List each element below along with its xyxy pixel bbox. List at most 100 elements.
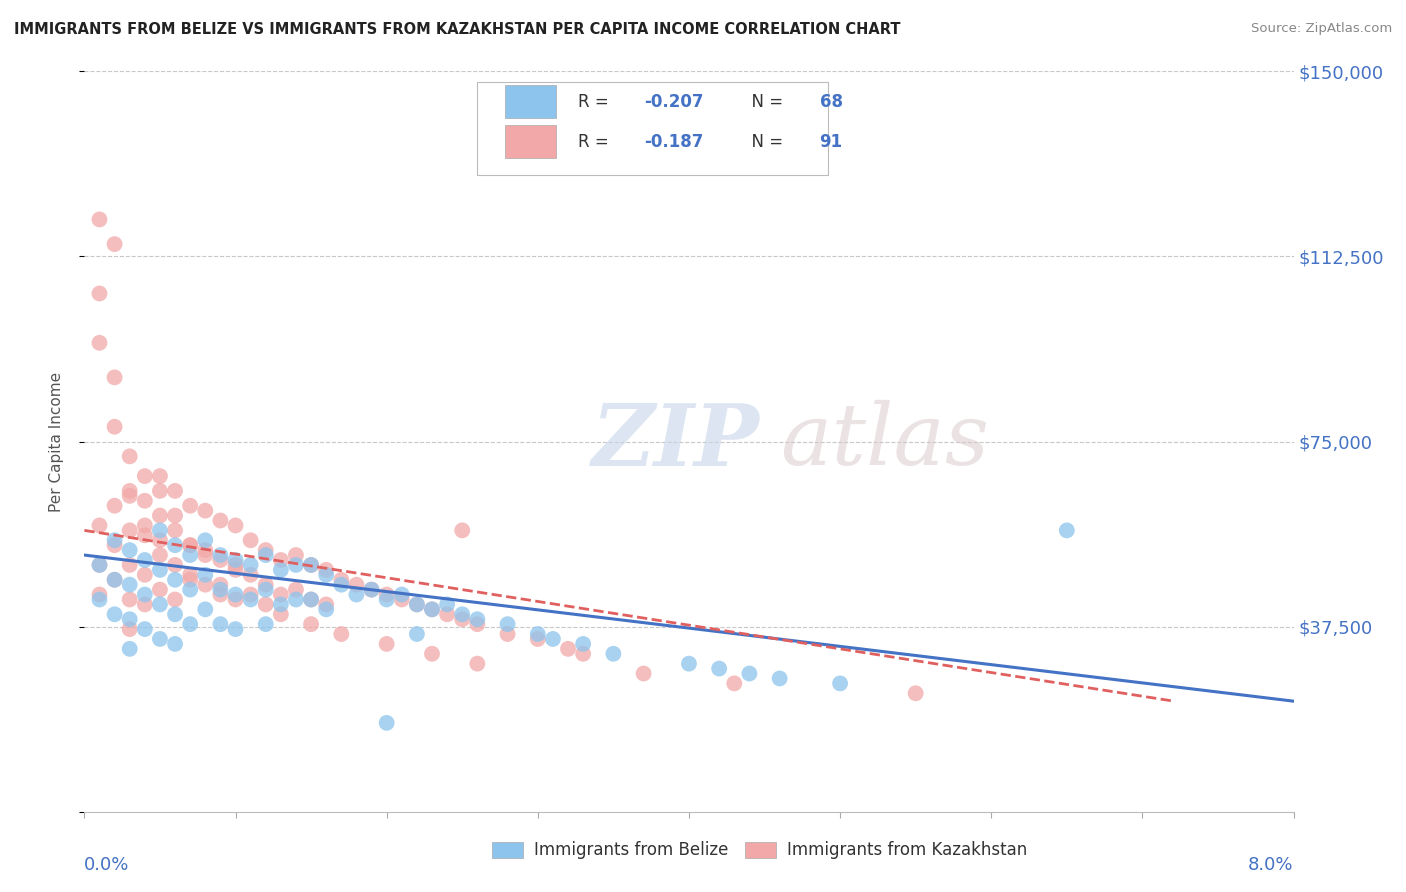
Point: [360, 582, 382, 597]
Text: IMMIGRANTS FROM BELIZE VS IMMIGRANTS FROM KAZAKHSTAN PER CAPITA INCOME CORRELATI: IMMIGRANTS FROM BELIZE VS IMMIGRANTS FRO…: [14, 22, 901, 37]
Point: [104, 533, 127, 548]
Point: [239, 533, 262, 548]
Point: [239, 567, 262, 582]
FancyBboxPatch shape: [505, 126, 555, 158]
Point: [89, 588, 111, 602]
Point: [254, 577, 277, 591]
Point: [496, 627, 519, 641]
Point: [299, 592, 322, 607]
Point: [904, 686, 927, 700]
Point: [209, 553, 232, 567]
Point: [527, 627, 550, 641]
Point: [194, 533, 217, 548]
Point: [165, 508, 187, 523]
Point: [406, 598, 429, 612]
Point: [179, 573, 201, 587]
Point: [149, 582, 172, 597]
Point: [557, 641, 579, 656]
Point: [194, 503, 217, 517]
Point: [89, 286, 111, 301]
Point: [602, 647, 624, 661]
Point: [179, 538, 201, 552]
Point: [360, 582, 382, 597]
Point: [104, 370, 127, 384]
Point: [134, 518, 156, 533]
Point: [104, 607, 127, 622]
Point: [134, 588, 156, 602]
Point: [270, 607, 292, 622]
Point: [104, 573, 127, 587]
Point: [165, 592, 187, 607]
Point: [225, 553, 247, 567]
Point: [330, 577, 353, 591]
Text: R =: R =: [578, 133, 613, 151]
Point: [179, 617, 201, 632]
Point: [254, 548, 277, 562]
Point: [89, 558, 111, 572]
Point: [165, 637, 187, 651]
Point: [149, 483, 172, 498]
Point: [225, 588, 247, 602]
Point: [270, 588, 292, 602]
Point: [330, 573, 353, 587]
Point: [179, 499, 201, 513]
Point: [254, 582, 277, 597]
Point: [254, 617, 277, 632]
Point: [194, 577, 217, 591]
Point: [165, 573, 187, 587]
Point: [209, 548, 232, 562]
Point: [391, 588, 413, 602]
Point: [299, 617, 322, 632]
Point: [165, 558, 187, 572]
Point: [225, 558, 247, 572]
Point: [315, 563, 337, 577]
Point: [118, 543, 141, 558]
Point: [165, 483, 187, 498]
Point: [375, 592, 398, 607]
Point: [209, 582, 232, 597]
Point: [149, 563, 172, 577]
Point: [270, 563, 292, 577]
Point: [104, 573, 127, 587]
Point: [194, 548, 217, 562]
Text: -0.187: -0.187: [644, 133, 703, 151]
Point: [149, 632, 172, 646]
FancyBboxPatch shape: [478, 82, 828, 175]
Text: N =: N =: [741, 133, 789, 151]
Point: [134, 567, 156, 582]
Text: R =: R =: [578, 93, 613, 111]
Point: [118, 558, 141, 572]
Point: [209, 588, 232, 602]
Point: [330, 627, 353, 641]
Point: [769, 672, 792, 686]
Point: [467, 657, 489, 671]
Point: [134, 493, 156, 508]
Point: [285, 558, 308, 572]
Point: [467, 612, 489, 626]
Point: [738, 666, 761, 681]
Point: [118, 641, 141, 656]
Point: [406, 598, 429, 612]
Point: [541, 632, 564, 646]
Point: [406, 627, 429, 641]
Point: [572, 647, 595, 661]
Point: [118, 577, 141, 591]
Point: [527, 632, 550, 646]
Point: [118, 612, 141, 626]
Point: [375, 715, 398, 730]
Point: [225, 592, 247, 607]
Point: [194, 543, 217, 558]
Text: 91: 91: [820, 133, 842, 151]
Point: [451, 612, 474, 626]
Point: [270, 598, 292, 612]
Point: [134, 622, 156, 636]
Point: [134, 598, 156, 612]
Point: [420, 647, 443, 661]
Point: [118, 592, 141, 607]
Point: [179, 567, 201, 582]
Point: [165, 607, 187, 622]
Text: ZIP: ZIP: [592, 400, 761, 483]
Point: [1056, 524, 1078, 538]
Text: Source: ZipAtlas.com: Source: ZipAtlas.com: [1251, 22, 1392, 36]
Point: [118, 524, 141, 538]
